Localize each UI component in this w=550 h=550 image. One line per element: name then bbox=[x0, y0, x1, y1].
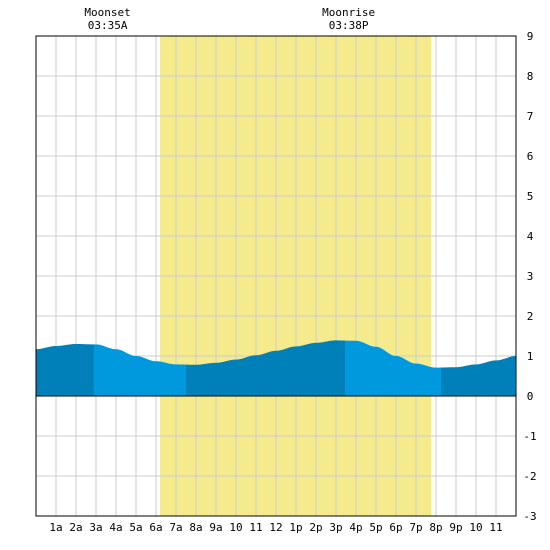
x-tick-label: 2p bbox=[309, 521, 322, 534]
y-tick-label: 9 bbox=[527, 30, 534, 43]
y-tick-label: 8 bbox=[527, 70, 534, 83]
x-tick-label: 8p bbox=[429, 521, 442, 534]
x-tick-label: 10 bbox=[469, 521, 482, 534]
x-tick-label: 12 bbox=[269, 521, 282, 534]
tide-segment bbox=[36, 344, 94, 396]
y-tick-label: -2 bbox=[523, 470, 536, 483]
x-tick-label: 7a bbox=[169, 521, 182, 534]
y-tick-label: 6 bbox=[527, 150, 534, 163]
x-tick-label: 8a bbox=[189, 521, 202, 534]
y-tick-label: 2 bbox=[527, 310, 534, 323]
x-tick-label: 3p bbox=[329, 521, 342, 534]
y-tick-label: 1 bbox=[527, 350, 534, 363]
tide-segment bbox=[186, 340, 345, 396]
x-tick-label: 6p bbox=[389, 521, 402, 534]
y-tick-label: 4 bbox=[527, 230, 534, 243]
tide-area-layer bbox=[36, 340, 516, 396]
y-tick-label: -1 bbox=[523, 430, 536, 443]
x-tick-label: 6a bbox=[149, 521, 162, 534]
x-tick-label: 11 bbox=[489, 521, 502, 534]
x-tick-label: 10 bbox=[229, 521, 242, 534]
tide-segment bbox=[441, 356, 516, 396]
tide-segment bbox=[345, 340, 441, 396]
x-tick-label: 9p bbox=[449, 521, 462, 534]
x-tick-label: 5a bbox=[129, 521, 142, 534]
tide-segment bbox=[94, 344, 186, 396]
moon-event-label: Moonrise bbox=[322, 6, 375, 19]
x-tick-label: 4p bbox=[349, 521, 362, 534]
plot-border bbox=[35, 35, 517, 517]
x-tick-label: 9a bbox=[209, 521, 222, 534]
x-tick-label: 5p bbox=[369, 521, 382, 534]
x-tick-label: 1p bbox=[289, 521, 302, 534]
x-tick-labels: 1a 2a 3a 4a 5a 6a 7a 8a 9a 10 11 12 1p 2p 3p 4p 5p 6p 7p 8p… bbox=[49, 521, 502, 534]
y-tick-label: 0 bbox=[527, 390, 534, 403]
x-tick-label: 11 bbox=[249, 521, 262, 534]
x-tick-label: 4a bbox=[109, 521, 122, 534]
y-tick-label: 3 bbox=[527, 270, 534, 283]
x-tick-label: 3a bbox=[89, 521, 102, 534]
x-tick-label: 7p bbox=[409, 521, 422, 534]
moon-event-label: Moonset bbox=[84, 6, 130, 19]
moon-event-time: 03:38P bbox=[329, 19, 369, 32]
y-tick-label: -3 bbox=[523, 510, 536, 523]
moon-event-time: 03:35A bbox=[88, 19, 128, 32]
y-tick-label: 5 bbox=[527, 190, 534, 203]
axis-layer bbox=[35, 35, 517, 517]
x-tick-label: 2a bbox=[69, 521, 82, 534]
y-tick-label: 7 bbox=[527, 110, 534, 123]
y-tick-labels: -3 -2 -1 0 1 2 3 4 5 6 7 8 9 bbox=[523, 30, 536, 523]
grid-layer bbox=[36, 35, 516, 517]
x-tick-label: 1a bbox=[49, 521, 62, 534]
